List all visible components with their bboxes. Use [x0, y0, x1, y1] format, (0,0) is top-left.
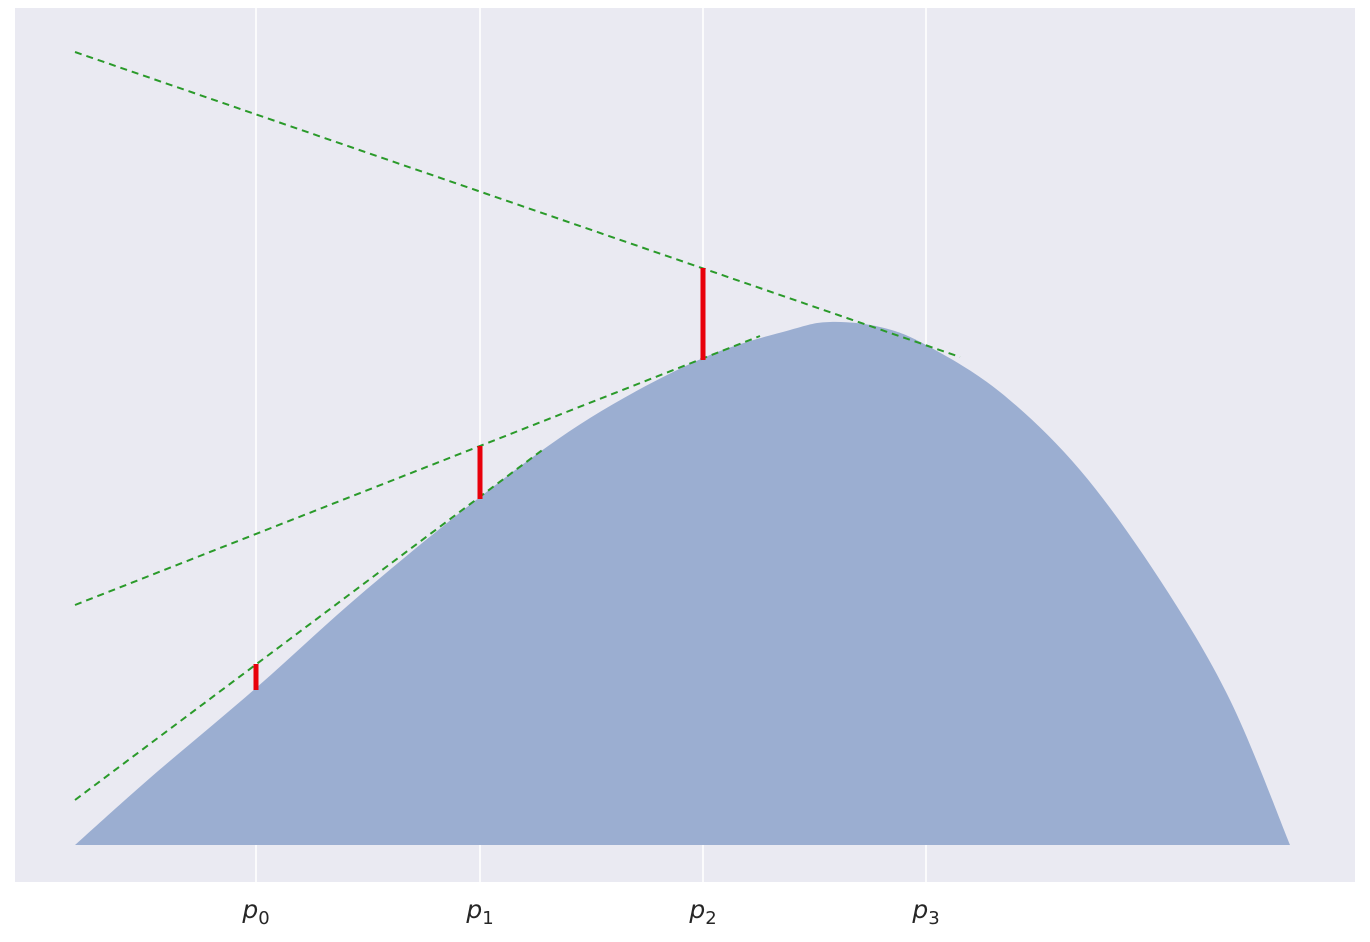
x-tick-label-p0: p0 [242, 895, 270, 929]
chart-canvas [74, 8, 1290, 882]
function-curve-area [75, 321, 1290, 845]
x-tick-label-p2: p2 [689, 895, 717, 929]
x-tick-label-p3: p3 [912, 895, 940, 929]
tangent-line-at-p1 [74, 447, 546, 801]
tangent-line-at-p2 [74, 335, 761, 606]
x-tick-label-p1: p1 [466, 895, 494, 929]
plot-area [15, 8, 1355, 882]
tangent-line-at-p3 [74, 51, 961, 358]
